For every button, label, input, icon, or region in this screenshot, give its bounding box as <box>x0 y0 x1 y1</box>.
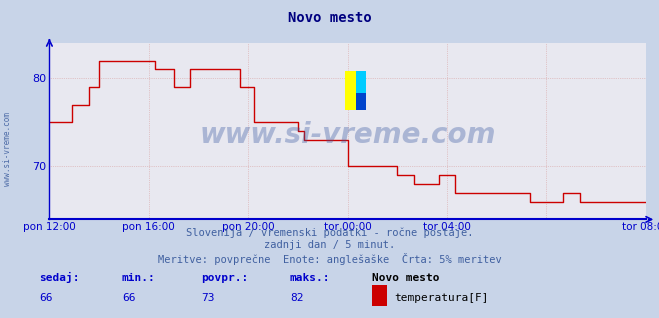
Text: 73: 73 <box>201 293 214 302</box>
Text: zadnji dan / 5 minut.: zadnji dan / 5 minut. <box>264 240 395 250</box>
Text: Novo mesto: Novo mesto <box>287 11 372 25</box>
Text: www.si-vreme.com: www.si-vreme.com <box>3 113 13 186</box>
Bar <box>356 71 366 93</box>
Text: sedaj:: sedaj: <box>40 273 80 283</box>
Text: povpr.:: povpr.: <box>201 273 248 283</box>
Text: min.:: min.: <box>122 273 156 283</box>
Text: Novo mesto: Novo mesto <box>372 273 440 283</box>
Bar <box>356 93 366 110</box>
Bar <box>345 71 356 110</box>
Text: 66: 66 <box>122 293 135 302</box>
Text: 82: 82 <box>290 293 303 302</box>
Text: maks.:: maks.: <box>290 273 330 283</box>
Text: temperatura[F]: temperatura[F] <box>394 293 488 302</box>
Text: 66: 66 <box>40 293 53 302</box>
Text: Meritve: povprečne  Enote: anglešaške  Črta: 5% meritev: Meritve: povprečne Enote: anglešaške Črt… <box>158 253 501 265</box>
Text: Slovenija / vremenski podatki - ročne postaje.: Slovenija / vremenski podatki - ročne po… <box>186 227 473 238</box>
Text: www.si-vreme.com: www.si-vreme.com <box>200 121 496 149</box>
